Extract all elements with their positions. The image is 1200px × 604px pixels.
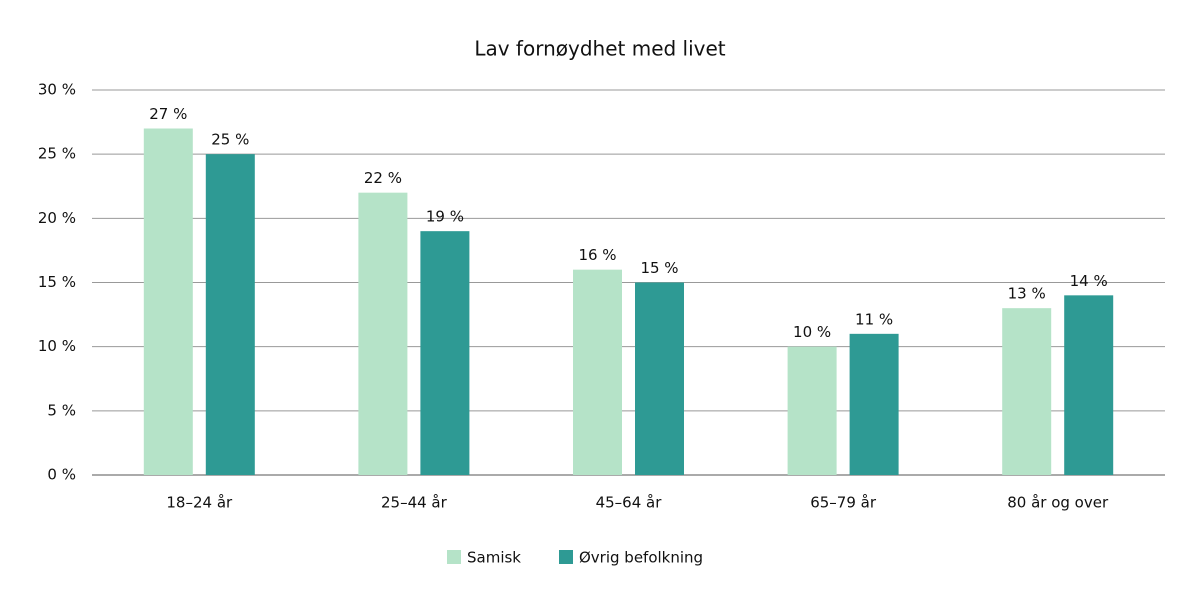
value-label: 15 % — [640, 259, 678, 277]
value-label: 16 % — [578, 246, 616, 264]
bar — [358, 192, 408, 475]
chart-title: Lav fornøydhet med livet — [474, 37, 725, 61]
bar — [573, 269, 622, 475]
x-tick-label: 65–79 år — [810, 494, 877, 512]
value-label: 14 % — [1070, 272, 1108, 290]
value-label: 11 % — [855, 310, 893, 328]
bar — [787, 346, 837, 475]
y-tick-label: 10 % — [38, 337, 76, 355]
bar — [849, 333, 899, 475]
y-tick-label: 20 % — [38, 209, 76, 227]
value-label: 27 % — [149, 105, 187, 123]
y-tick-label: 5 % — [47, 401, 76, 419]
y-tick-label: 25 % — [38, 145, 76, 163]
x-tick-label: 45–64 år — [596, 494, 663, 512]
value-label: 19 % — [426, 208, 464, 226]
y-tick-label: 0 % — [47, 466, 76, 484]
bar — [205, 154, 255, 475]
y-tick-label: 15 % — [38, 273, 76, 291]
value-label: 25 % — [211, 131, 249, 149]
y-tick-label: 30 % — [38, 81, 76, 99]
legend-swatch — [559, 550, 573, 564]
legend-label: Øvrig befolkning — [579, 549, 703, 567]
bar — [635, 282, 684, 475]
bar — [420, 231, 470, 475]
bar — [1064, 295, 1114, 475]
value-label: 13 % — [1008, 285, 1046, 303]
value-label: 10 % — [793, 323, 831, 341]
x-tick-label: 25–44 år — [381, 494, 448, 512]
value-label: 22 % — [364, 169, 402, 187]
bar — [1002, 308, 1052, 475]
bar — [143, 128, 193, 475]
x-tick-label: 80 år og over — [1007, 494, 1109, 512]
x-tick-label: 18–24 år — [166, 494, 233, 512]
legend-label: Samisk — [467, 549, 521, 567]
legend-swatch — [447, 550, 461, 564]
